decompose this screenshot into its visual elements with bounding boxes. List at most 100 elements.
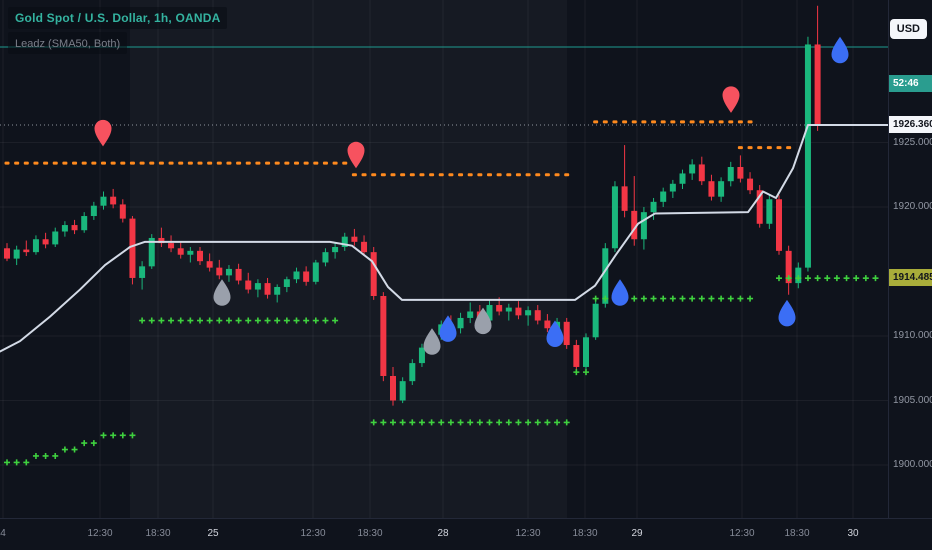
- resistance-dot: [197, 161, 203, 165]
- chart-canvas[interactable]: [0, 0, 888, 518]
- candle: [776, 195, 782, 255]
- candle: [110, 188, 117, 209]
- resistance-dot: [660, 120, 666, 124]
- time-tick: 12:30: [87, 528, 113, 539]
- support-dot: [785, 275, 792, 282]
- currency-toggle-button[interactable]: USD: [889, 19, 927, 39]
- candle: [197, 246, 203, 266]
- time-tick: 18:30: [572, 528, 598, 539]
- support-dot: [81, 440, 88, 447]
- neutral-signal-pin: [474, 307, 492, 335]
- resistance-dot: [149, 161, 155, 165]
- support-dot: [544, 419, 551, 426]
- support-dot: [380, 419, 387, 426]
- support-dot: [737, 295, 744, 302]
- resistance-dot: [564, 173, 570, 177]
- resistance-dot: [294, 161, 299, 165]
- resistance-dot: [322, 161, 328, 165]
- resistance-dot: [487, 173, 492, 177]
- candle: [225, 265, 232, 282]
- candle: [42, 232, 49, 249]
- resistance-dot: [728, 120, 734, 124]
- support-dot: [418, 419, 425, 426]
- candle: [418, 343, 425, 367]
- candle: [52, 227, 59, 247]
- sell-signal-pin: [347, 141, 365, 169]
- resistance-dot: [120, 161, 126, 165]
- support-dot: [61, 446, 68, 453]
- support-dot: [23, 459, 30, 466]
- resistance-dot: [351, 173, 357, 177]
- support-dot: [718, 295, 725, 302]
- candle: [148, 234, 155, 269]
- resistance-dot: [52, 161, 58, 165]
- support-dot: [833, 275, 840, 282]
- candle: [814, 5, 821, 131]
- buy-signal-pin: [831, 36, 849, 64]
- resistance-dot: [390, 173, 396, 177]
- price-axis[interactable]: 52:46 1926.360 1914.485 1925.000 1920.000…: [888, 0, 932, 518]
- resistance-dot: [43, 161, 49, 165]
- candle: [698, 156, 705, 186]
- resistance-dot: [187, 161, 193, 165]
- neutral-signal-pin: [423, 328, 441, 355]
- support-dot: [496, 419, 503, 426]
- indicator-legend[interactable]: Leadz (SMA50, Both): [8, 32, 128, 54]
- candle: [737, 155, 744, 183]
- candle: [158, 227, 165, 247]
- price-tick: 1925.000: [893, 136, 932, 148]
- symbol-title: Gold Spot / U.S. Dollar, 1h, OANDA: [15, 11, 221, 25]
- price-tick: 1905.000: [893, 394, 932, 406]
- support-dot: [4, 459, 10, 466]
- candle: [467, 302, 474, 324]
- candle: [660, 187, 667, 207]
- resistance-dot: [72, 161, 78, 165]
- support-dot: [525, 419, 532, 426]
- time-tick: 4: [0, 528, 6, 539]
- resistance-dot: [101, 161, 106, 165]
- resistance-dot: [641, 120, 647, 124]
- support-dot: [843, 275, 850, 282]
- candle: [592, 299, 599, 340]
- time-axis[interactable]: 4 12:30 18:30 25 12:30 18:30 28 12:30 18:30 29 12:…: [0, 518, 932, 550]
- support-dot: [689, 295, 696, 302]
- candle: [515, 301, 522, 320]
- support-dot: [747, 295, 754, 302]
- candle: [747, 172, 754, 195]
- resistance-dot: [284, 161, 290, 165]
- resistance-dot: [737, 146, 743, 150]
- support-dot: [438, 419, 445, 426]
- candle: [341, 232, 348, 251]
- price-tick: 1910.000: [893, 330, 932, 341]
- support-dot: [476, 419, 483, 426]
- resistance-dot: [419, 173, 425, 177]
- candle: [245, 272, 252, 294]
- support-dot: [303, 317, 310, 324]
- symbol-legend[interactable]: Gold Spot / U.S. Dollar, 1h, OANDA: [8, 7, 228, 29]
- resistance-dot: [110, 161, 116, 165]
- support-dot: [399, 419, 406, 426]
- support-dot: [312, 317, 319, 324]
- resistance-dot: [631, 120, 637, 124]
- support-dot: [563, 419, 570, 426]
- resistance-dot: [429, 173, 435, 177]
- support-dot: [264, 317, 271, 324]
- resistance-dot: [737, 120, 743, 124]
- candle: [380, 292, 387, 382]
- candle: [573, 339, 580, 371]
- support-dot: [332, 317, 339, 324]
- candle: [766, 194, 773, 229]
- resistance-dot: [33, 161, 39, 165]
- candle: [312, 259, 319, 285]
- resistance-dot: [226, 161, 232, 165]
- support-dot: [206, 317, 213, 324]
- candle: [13, 245, 20, 266]
- buy-signal-pin: [778, 299, 796, 327]
- support-dot: [447, 419, 454, 426]
- resistance-dot: [602, 120, 608, 124]
- candle: [168, 235, 175, 253]
- support-dot: [409, 419, 416, 426]
- candle: [631, 176, 638, 246]
- resistance-dot: [467, 173, 473, 177]
- chart-pane[interactable]: [0, 0, 888, 518]
